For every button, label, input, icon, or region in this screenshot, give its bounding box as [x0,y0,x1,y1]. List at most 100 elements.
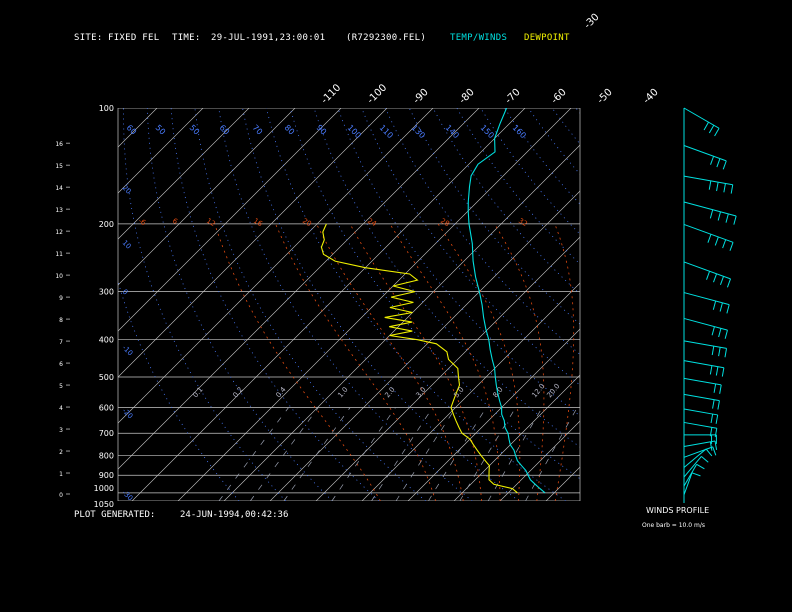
pressure-tick-label: 1000 [94,484,114,493]
height-tick-label: 14 [55,185,63,192]
wind-barb-feather [719,302,723,312]
wind-barb-feather [696,463,705,470]
wind-barb-feather [708,180,712,190]
moist-adiabat-line [275,223,436,501]
wind-barb [683,340,727,349]
isotherm-label-right: -30 [582,12,601,31]
dry-adiabat-label: 150 [479,123,496,140]
wind-barb-feather [691,472,701,477]
wind-barb-feather [733,215,737,225]
wind-barb-feather [709,365,713,375]
moist-adiabat-line [437,223,521,501]
height-tick-label: 0 [59,492,63,499]
mixing-ratio-label: 2.0 [383,386,396,400]
wind-barb-feather [714,128,720,137]
wind-barb-feather [710,156,715,165]
site-label: SITE: [74,33,103,43]
wind-barb [683,456,702,478]
pressure-tick-label: 1050 [94,500,114,509]
wind-barb-feather [714,236,719,246]
plot-generated-value: 24-JUN-1994,00:42:36 [180,510,289,520]
wind-barb-feather [725,213,729,223]
height-tick-label: 9 [59,295,63,302]
dry-adiabat-label: 130 [410,123,427,140]
wind-barb-feather [723,183,726,193]
wind-barb [683,360,724,369]
dry-adiabat-label-left: 10 [121,239,133,251]
isotherm-line [118,108,158,148]
wind-barb-feather [716,158,721,168]
mixing-ratio-line [283,407,351,501]
pressure-tick-label: 100 [99,104,114,113]
dry-adiabat-line [170,108,380,501]
wind-barb-feather [721,367,725,377]
dry-adiabat-line [456,108,580,265]
wind-barb-feather [717,211,721,221]
isotherm-line [118,108,480,470]
site-value: FIXED FEL [108,33,160,43]
height-tick-label: 1 [59,471,63,478]
legend-temp-winds: TEMP/WINDS [450,33,508,43]
height-tick-label: 7 [59,339,63,346]
dry-adiabat-line [385,108,580,355]
mixing-ratio-line [428,407,487,501]
wind-barb-feather [710,413,714,423]
dry-adiabat-line [289,108,580,480]
wind-barb-feather [724,348,728,358]
moist-adiabat-line [389,223,501,501]
dry-adiabat-label-left: -10 [121,344,135,358]
wind-barb [683,421,717,429]
mixing-ratio-label: 12.0 [530,382,546,399]
wind-barb-feather [718,328,722,338]
wind-barb-feather [718,347,721,357]
moist-adiabat-label: 24 [366,217,378,229]
wind-barb [683,464,698,487]
wind-barb-feather [703,121,709,131]
dry-adiabat-line [266,108,566,501]
isotherm-line [453,374,580,501]
pressure-tick-label: 200 [99,220,114,229]
moist-adiabat-line [349,223,482,501]
dry-adiabat-label: 50 [188,123,202,137]
barb-note: One barb = 10.0 m/s [642,522,705,529]
height-tick-label: 5 [59,383,63,390]
isotherm-line [118,108,296,286]
isotherm-label-top: -90 [411,87,430,106]
mixing-ratio-line [250,407,319,501]
time-value: 29-JUL-1991,23:00:01 [211,33,326,43]
moist-adiabat-line [494,223,545,501]
height-tick-label: 2 [59,449,63,456]
height-tick-label: 11 [55,251,63,258]
dry-adiabat-line [504,108,580,205]
pressure-tick-label: 700 [99,429,114,438]
moist-adiabat-label: 12 [205,217,217,228]
moist-adiabat-label: 28 [439,217,451,228]
isotherm-line [545,466,580,501]
isotherm-label-top: -50 [595,87,614,106]
wind-barb-feather [714,428,718,438]
wind-barb-feather [715,366,719,376]
legend-dewpoint: DEWPOINT [524,33,570,43]
wind-barb [683,261,731,280]
wind-barb [683,175,733,186]
mixing-ratio-line [218,407,289,501]
mixing-ratio-label: 0.2 [231,386,244,400]
wind-barb-feather [709,427,713,437]
dry-adiabat-line [242,108,520,501]
wind-barb [683,317,728,331]
wind-barb [683,292,730,306]
wind-barb-feather [705,448,713,457]
wind-barb-feather [706,271,711,280]
isotherm-line [499,420,580,501]
dry-adiabat-line [337,108,580,417]
wind-barb-feather [717,400,720,410]
isotherm-line [118,108,388,378]
wind-barb-feather [712,399,715,409]
isotherm-line [118,108,204,194]
wind-barb-feather [712,300,717,310]
wind-barb [683,107,720,129]
isotherm-label-top: -110 [319,82,343,106]
dry-adiabat-line [600,108,792,501]
dewpoint-profile [320,223,518,494]
